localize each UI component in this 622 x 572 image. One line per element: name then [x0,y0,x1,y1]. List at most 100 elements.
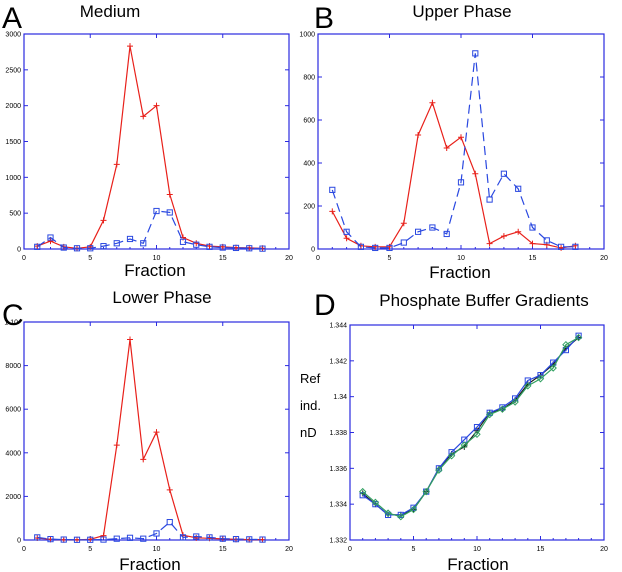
data-point [415,132,422,139]
data-point [100,243,107,250]
data-point [515,228,522,235]
data-point [409,505,418,514]
data-point [473,424,481,431]
x-axis-label: Fraction [429,263,490,282]
x-tick-label: 15 [537,546,545,553]
data-point [179,534,187,541]
y-tick-label: 1.336 [329,466,347,473]
y-tick-label: 0 [17,247,21,254]
x-tick-label: 20 [285,255,293,262]
data-point [472,170,479,177]
data-point [193,240,200,247]
data-point [473,430,481,438]
data-point [558,243,565,250]
data-point [140,535,147,542]
x-tick-label: 0 [348,546,352,553]
data-point [246,536,253,543]
chart-panel-d: 0 5 10 15 20 1.332 1.334 1.336 1.338 1.34 1.342 1.3… [300,289,608,572]
x-tick-label: 20 [285,546,293,553]
series-line [362,336,579,518]
data-point [572,243,579,250]
y-axis-label: nD [300,425,317,440]
data-point [166,519,173,526]
y-tick-label: 600 [303,118,315,125]
data-point [435,466,443,474]
data-point [371,498,380,507]
data-point [232,244,240,252]
y-tick-label: 1000 [299,32,315,39]
data-point [206,534,213,541]
data-point [498,405,507,413]
data-point [246,245,253,252]
y-tick-label: 3000 [5,32,21,39]
data-point [400,220,407,227]
data-point [179,238,187,245]
data-point [447,452,456,460]
series-line [37,339,263,541]
data-point [500,170,507,177]
data-point [415,228,422,235]
data-point [485,410,494,419]
data-point [153,207,160,215]
x-tick-label: 20 [600,546,608,553]
y-axis-label: Ref [300,371,321,386]
data-point [166,191,173,198]
data-point [329,208,336,215]
series-line [331,101,576,249]
data-point [87,245,94,252]
series-line [37,46,263,249]
data-point [511,398,519,406]
y-tick-label: 2000 [5,494,21,501]
data-point [400,239,407,246]
x-tick-label: 0 [22,546,26,553]
data-point [34,534,41,541]
data-point [34,243,41,250]
data-point [357,243,364,250]
y-tick-label: 1.34 [333,394,347,401]
series-line [36,210,263,250]
data-point [549,364,557,372]
x-tick-label: 10 [457,255,465,262]
data-point [343,228,350,235]
data-point [219,244,226,251]
data-point [443,230,450,238]
data-point [140,113,147,120]
panel-title: Lower Phase [112,288,211,307]
data-point [113,535,120,542]
data-point [259,536,266,543]
data-point [429,224,436,231]
y-tick-label: 1000 [5,175,21,182]
data-point [87,536,94,543]
y-tick-label: 1 10⁴ [4,320,21,327]
data-point [193,534,200,541]
data-point [575,332,582,339]
data-point [73,536,81,543]
panel-title: Upper Phase [412,2,511,21]
x-tick-label: 10 [153,255,161,262]
y-tick-label: 4000 [5,450,21,457]
data-point [206,243,213,250]
x-tick-label: 15 [219,546,227,553]
data-point [166,486,173,493]
data-point [126,235,134,243]
x-axis-label: Fraction [124,261,185,280]
data-point [448,449,455,456]
data-point [558,244,565,251]
data-point [543,237,550,244]
data-point [219,535,226,542]
data-point [359,492,366,499]
data-point [574,333,583,342]
data-point [372,244,379,252]
data-point [100,536,107,543]
panel-letter: A [2,2,22,35]
data-point [536,375,545,383]
series-line [362,335,580,516]
data-point [113,442,120,449]
data-point [537,372,544,379]
x-tick-label: 0 [316,255,320,262]
data-point [329,186,336,193]
data-point [259,245,266,252]
data-point [529,224,536,231]
